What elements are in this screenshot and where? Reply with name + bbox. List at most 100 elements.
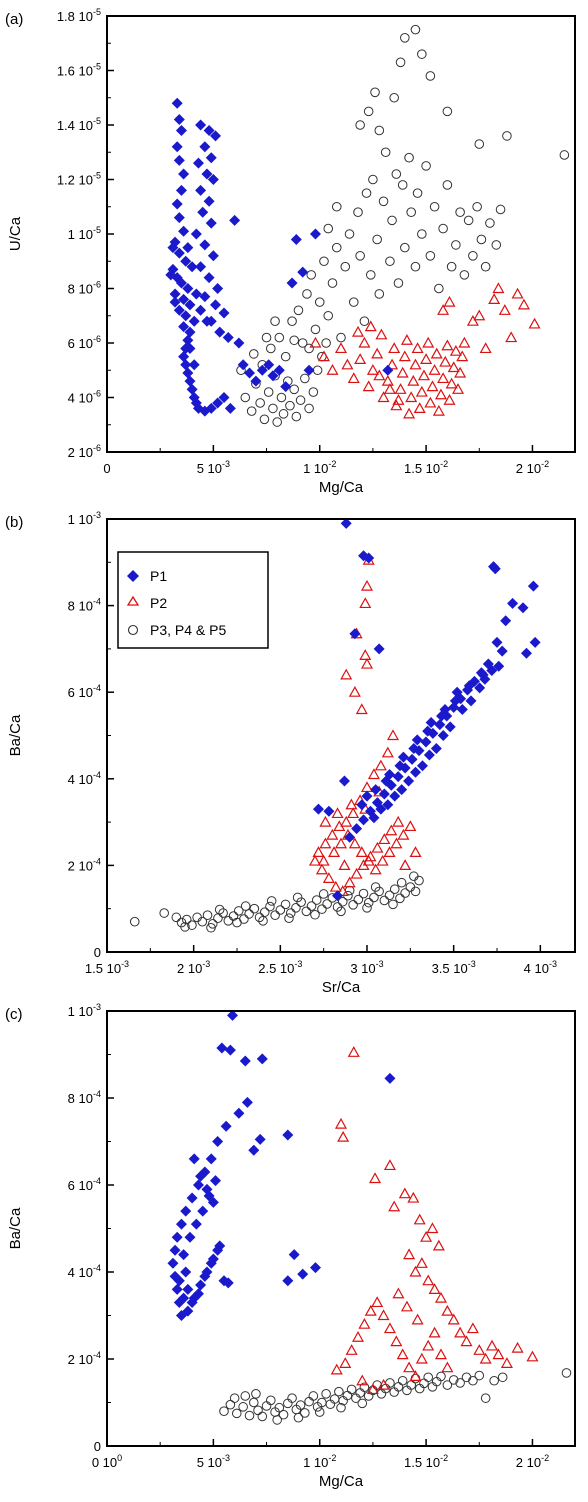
data-point-p2 <box>466 1322 479 1334</box>
data-point-p3p4p5 <box>561 1368 572 1378</box>
data-point-p2 <box>308 854 322 866</box>
data-point-p1 <box>182 1305 194 1317</box>
data-point-p1 <box>180 255 192 267</box>
data-point-p1 <box>182 1283 194 1295</box>
data-point-p2 <box>334 1117 348 1129</box>
data-point-p3p4p5 <box>389 92 399 103</box>
data-point-p3p4p5 <box>336 332 346 343</box>
data-point-p3p4p5 <box>468 251 478 261</box>
tick-label: 4 10-6 <box>68 389 101 406</box>
data-point-p3p4p5 <box>370 882 381 892</box>
panel-label-c: (c) <box>5 1006 23 1023</box>
data-point-p2 <box>338 859 351 870</box>
data-point-p3p4p5 <box>311 895 322 905</box>
data-point-p1 <box>256 1053 268 1065</box>
data-point-p3p4p5 <box>455 1378 465 1388</box>
data-point-p2 <box>498 304 511 315</box>
data-point-p1 <box>203 195 215 207</box>
data-point-p2 <box>383 383 396 394</box>
data-point-p2 <box>336 885 349 896</box>
data-point-p1 <box>323 805 335 817</box>
data-point-p1 <box>175 124 187 136</box>
data-point-p2 <box>426 1222 439 1234</box>
data-point-p3p4p5 <box>306 270 317 280</box>
data-point-p3p4p5 <box>395 57 406 68</box>
data-point-p3p4p5 <box>289 384 300 395</box>
data-point-p3p4p5 <box>314 297 325 307</box>
data-point-p3p4p5 <box>423 1372 434 1383</box>
data-point-p3p4p5 <box>334 1386 344 1397</box>
data-point-p1 <box>493 660 505 672</box>
data-point-p3p4p5 <box>249 903 260 914</box>
data-point-p1 <box>190 228 202 240</box>
data-point-p2 <box>447 361 460 373</box>
legend-entry-p3p4p5: P3, P4 & P5 <box>127 622 226 638</box>
tick-label: 3 10-3 <box>350 959 383 976</box>
data-point-p3p4p5 <box>485 218 495 228</box>
data-point-p2 <box>315 863 328 875</box>
data-point-p1 <box>201 1183 213 1195</box>
data-point-p1 <box>303 364 315 376</box>
data-point-p2 <box>460 1335 473 1347</box>
data-point-p3p4p5 <box>159 908 169 918</box>
legend-label-p2: P2 <box>150 595 167 611</box>
data-point-p1 <box>195 1279 207 1291</box>
data-point-p3p4p5 <box>336 906 346 917</box>
data-point-p1 <box>370 784 382 796</box>
tick-label: 0 <box>94 945 101 960</box>
data-point-p2 <box>430 347 443 359</box>
data-point-p3p4p5 <box>231 1408 242 1419</box>
data-point-p2 <box>422 336 435 348</box>
data-point-p2 <box>309 336 322 348</box>
data-point-p3p4p5 <box>331 242 342 253</box>
data-point-p3p4p5 <box>214 904 225 915</box>
data-point-p2 <box>377 1309 390 1321</box>
data-point-p3p4p5 <box>497 1372 508 1383</box>
data-point-p1 <box>489 563 501 575</box>
data-point-p1 <box>190 1218 202 1230</box>
data-point-p3p4p5 <box>378 196 389 207</box>
data-point-p3p4p5 <box>353 207 363 217</box>
data-point-p2 <box>407 374 420 386</box>
data-point-p3p4p5 <box>266 343 276 354</box>
data-point-p1 <box>173 304 185 316</box>
data-point-p2 <box>331 807 344 819</box>
data-point-p3p4p5 <box>278 409 289 419</box>
legend-label-p3p4p5: P3, P4 & P5 <box>150 622 226 638</box>
data-point-p3p4p5 <box>285 908 296 918</box>
data-point-p1 <box>384 1072 396 1084</box>
data-point-p1 <box>212 283 224 294</box>
data-point-p1 <box>218 392 230 403</box>
panel-b: (b) 1.5 10-3 2 10-3 2.5 10-3 3 10-3 3.5 10-3 4… <box>5 510 576 996</box>
x-axis-label: Sr/Ca <box>322 979 361 996</box>
data-point-p2 <box>420 353 433 364</box>
data-point-p3p4p5 <box>359 1382 370 1393</box>
tick-label: 1 10-3 <box>68 1002 101 1019</box>
data-point-p2 <box>377 1378 390 1390</box>
data-point-p1 <box>180 359 192 371</box>
data-point-p1 <box>394 760 406 772</box>
data-point-p1 <box>411 734 423 746</box>
x-axis-label: Mg/Ca <box>319 1473 364 1490</box>
tick-label: 0 100 <box>92 1453 122 1470</box>
data-point-p3p4p5 <box>384 890 395 901</box>
data-point-p1 <box>282 1275 294 1287</box>
data-point-p3p4p5 <box>400 33 410 43</box>
data-point-p2 <box>437 304 450 315</box>
data-point-p1 <box>451 686 463 698</box>
data-point-p1 <box>188 315 200 327</box>
data-point-p3p4p5 <box>385 256 395 267</box>
data-point-p3p4p5 <box>406 207 417 217</box>
data-point-p3p4p5 <box>232 917 242 928</box>
data-point-p1 <box>184 375 196 387</box>
data-point-p3p4p5 <box>448 1375 459 1385</box>
data-point-p3p4p5 <box>321 1389 331 1399</box>
data-point-p3p4p5 <box>434 283 444 294</box>
data-point-p1 <box>207 174 219 185</box>
data-point-p3p4p5 <box>266 1395 276 1406</box>
data-point-p3p4p5 <box>251 1389 261 1399</box>
data-point-p2 <box>486 1339 499 1351</box>
tick-label: 1 10-3 <box>68 510 101 527</box>
data-point-p3p4p5 <box>246 406 257 416</box>
